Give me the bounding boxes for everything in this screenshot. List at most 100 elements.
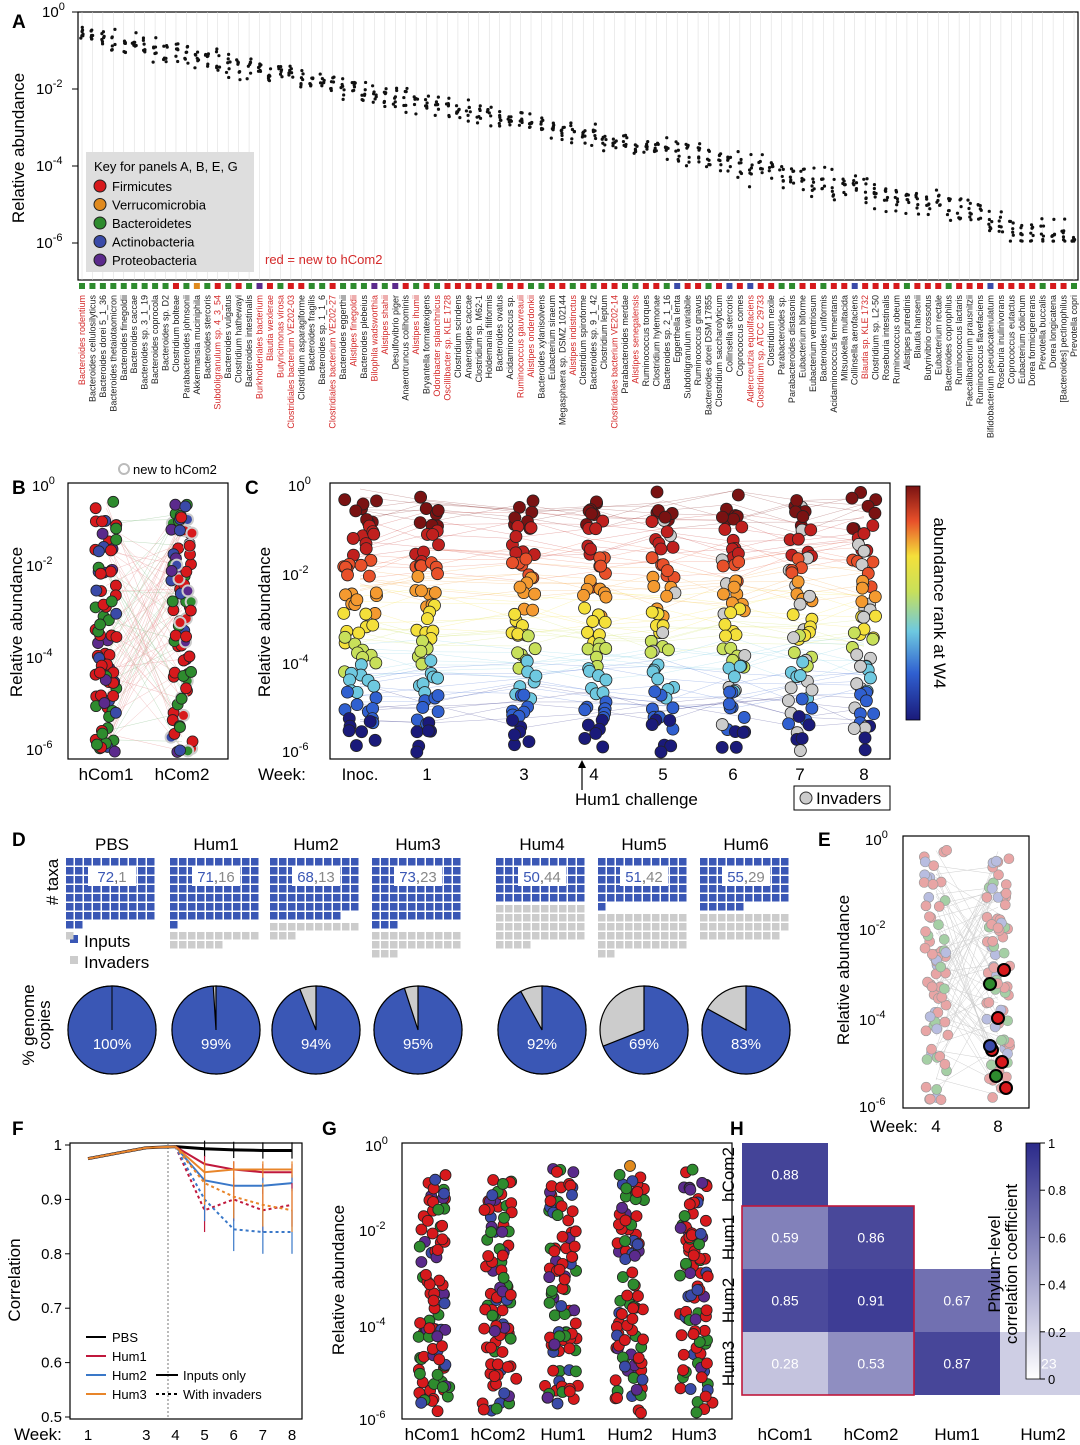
inputs-count: 73 <box>399 869 416 886</box>
cbar-tick-label: 0.6 <box>1048 1230 1066 1245</box>
abundance-dot <box>412 102 417 107</box>
invader-square <box>408 941 416 949</box>
abundance-dot <box>719 163 723 167</box>
input-square <box>372 903 380 911</box>
taxon-dot <box>586 615 600 628</box>
taxon-dot <box>647 580 661 593</box>
abundance-dot <box>645 144 649 148</box>
week8-dot <box>991 855 1002 867</box>
input-square <box>435 885 443 893</box>
invader-square <box>399 932 407 940</box>
abundance-dot <box>364 80 368 85</box>
taxon-dot <box>619 1235 631 1247</box>
panel-b-y-ticks: 100 10-2 10-4 10-6 <box>26 475 55 759</box>
taxon-dot <box>558 1273 571 1286</box>
abundance-dot <box>800 176 804 181</box>
pie-inputs <box>602 985 689 1075</box>
group-title: Hum2 <box>293 835 338 854</box>
week4-dot <box>941 845 952 856</box>
input-square <box>625 858 633 866</box>
inputs-label: Inputs <box>84 932 130 951</box>
d-ylabel-bottom-1: % genome <box>19 984 38 1065</box>
y-tick-label: 1 <box>54 1137 62 1154</box>
invaders-count: 13 <box>318 869 335 886</box>
phylum-square <box>152 283 159 289</box>
input-square <box>718 885 726 893</box>
taxon-dot <box>511 627 525 641</box>
input-square <box>206 903 214 911</box>
invader-square <box>736 932 744 940</box>
taxon-dot <box>793 669 807 682</box>
phylum-square <box>225 283 232 289</box>
taxon-dot <box>563 1385 576 1398</box>
g-x-labels: hCom1 hCom2 Hum1 Hum2 Hum3 <box>405 1425 717 1444</box>
taxon-label: Eubacterium biforme <box>798 295 808 378</box>
input-square <box>390 921 398 929</box>
invader-square <box>718 923 726 931</box>
week-tick: 1 <box>422 765 431 784</box>
abundance-dot <box>151 60 155 64</box>
invader-square <box>170 932 178 940</box>
phylum-square <box>809 283 816 289</box>
abundance-dot <box>489 114 493 118</box>
taxon-label: Ruminococcus obeum <box>891 295 901 384</box>
input-square <box>251 867 259 875</box>
abundance-dot <box>528 112 532 116</box>
abundance-dot <box>433 113 437 117</box>
taxon-label: Blautia wexlerae <box>265 295 275 361</box>
taxon-dot <box>661 564 674 578</box>
taxon-label: Ruminococcus lactaris <box>954 295 964 386</box>
input-square <box>607 876 615 884</box>
abundance-dot <box>308 81 312 86</box>
abundance-dot <box>968 201 972 205</box>
input-square <box>514 858 522 866</box>
taxon-label: Alistipes putredinis <box>902 295 912 371</box>
input-square <box>745 858 753 866</box>
abundance-dot <box>936 198 940 203</box>
abundance-dot <box>1011 221 1015 225</box>
taxon-label: Bacteroides sp. 2_1_16 <box>662 295 672 390</box>
taxon-dot <box>660 589 674 603</box>
abundance-dot <box>958 198 962 202</box>
abundance-dot <box>853 174 858 178</box>
group-label: Hum2 <box>607 1425 652 1444</box>
e-tick-1: 10-2 <box>859 919 885 939</box>
taxon-dot <box>718 618 732 631</box>
input-square <box>577 876 585 884</box>
e-tick-0: 100 <box>865 829 888 849</box>
abundance-dot <box>551 121 555 125</box>
abundance-dot <box>184 50 188 54</box>
input-square <box>408 903 416 911</box>
input-square <box>598 876 606 884</box>
pie-percent: 95% <box>403 1036 433 1053</box>
input-square <box>781 858 789 866</box>
abundance-dot <box>948 218 953 222</box>
panel-a-y-ticks: 100 10-2 10-4 10-6 <box>36 1 78 252</box>
taxon-dot <box>431 1244 444 1256</box>
b-tick-3: 10-6 <box>26 739 52 759</box>
invader-square <box>745 914 753 922</box>
phylum-square <box>131 283 138 289</box>
input-square <box>170 921 178 929</box>
abundance-dot <box>676 157 680 162</box>
group-title: Hum5 <box>621 835 666 854</box>
taxon-dot <box>782 717 795 731</box>
abundance-dot <box>278 72 283 76</box>
d-ylabel-bottom-2: copies <box>35 1000 54 1049</box>
d-groups: PBS72,1100%Hum171,1699%Hum268,1394%Hum37… <box>66 835 791 1075</box>
hcom2-dot <box>169 498 182 511</box>
count-label: 72,1 <box>97 869 126 886</box>
e-tick-3: 10-6 <box>859 1096 885 1116</box>
input-square <box>381 903 389 911</box>
invader-square <box>550 914 558 922</box>
input-square <box>170 912 178 920</box>
input-square <box>138 858 146 866</box>
panel-e-frame <box>902 835 1030 1109</box>
taxon-dot <box>428 586 442 600</box>
abundance-dot <box>646 139 650 144</box>
input-square <box>233 885 241 893</box>
abundance-dot <box>478 107 482 111</box>
input-square <box>541 894 549 902</box>
taxon-label: Parabacteroides merdae <box>620 295 630 394</box>
link-line <box>105 733 183 752</box>
